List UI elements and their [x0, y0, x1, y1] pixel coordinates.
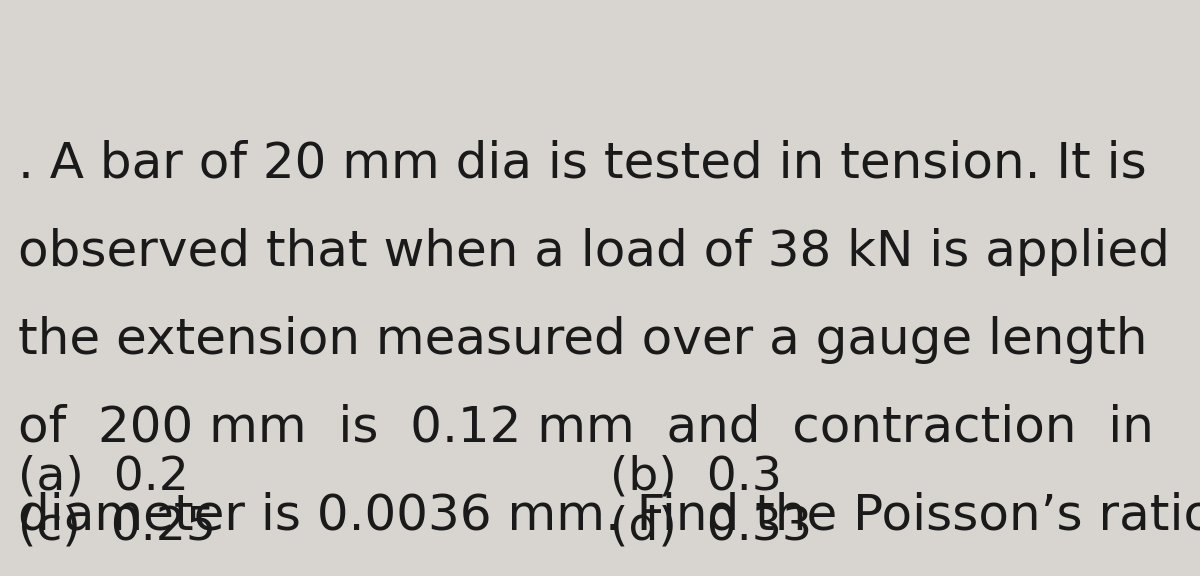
Text: (b)  0.3: (b) 0.3: [610, 455, 782, 500]
Text: diameter is 0.0036 mm. Find the Poisson’s ratio: diameter is 0.0036 mm. Find the Poisson’…: [18, 492, 1200, 540]
Text: of  200 mm  is  0.12 mm  and  contraction  in: of 200 mm is 0.12 mm and contraction in: [18, 404, 1154, 452]
Text: (c)  0.25: (c) 0.25: [18, 505, 216, 550]
Text: (a)  0.2: (a) 0.2: [18, 455, 188, 500]
Text: . A bar of 20 mm dia is tested in tension. It is: . A bar of 20 mm dia is tested in tensio…: [18, 140, 1147, 188]
Text: the extension measured over a gauge length: the extension measured over a gauge leng…: [18, 316, 1147, 364]
Text: observed that when a load of 38 kN is applied: observed that when a load of 38 kN is ap…: [18, 228, 1170, 276]
Text: (d)  0.33: (d) 0.33: [610, 505, 812, 550]
